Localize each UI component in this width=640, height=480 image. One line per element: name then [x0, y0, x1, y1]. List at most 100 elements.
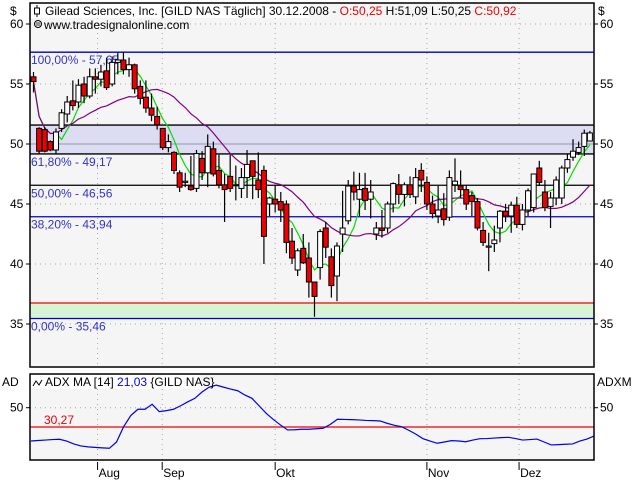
candle-body	[536, 167, 543, 183]
candle	[272, 184, 279, 213]
candle-body	[30, 76, 37, 83]
y-tick-label-right: 60	[600, 17, 614, 31]
candle-body	[142, 96, 149, 109]
candle	[496, 210, 503, 243]
candle	[232, 165, 239, 201]
candle-body	[232, 184, 239, 187]
adx-legend-box	[31, 375, 201, 389]
candle-body	[435, 209, 442, 217]
adx-line	[30, 384, 595, 449]
candle-body	[64, 101, 71, 115]
candle	[41, 127, 48, 153]
candle	[238, 168, 245, 198]
lower-fib-zone	[30, 303, 594, 319]
x-tick-label: Dez	[520, 466, 541, 480]
candle	[564, 153, 571, 173]
candle-body	[41, 129, 48, 152]
candle-body	[519, 209, 526, 225]
chart-title: Gilead Sciences, Inc. [GILD NAS Täglich]…	[45, 4, 517, 18]
candle	[485, 232, 492, 272]
candle	[193, 150, 200, 192]
candle	[541, 180, 548, 212]
candle-body	[440, 208, 447, 221]
candle-body	[362, 187, 369, 201]
y-tick-label-right: 45	[600, 197, 614, 211]
candlestick-icon	[34, 5, 40, 17]
candle-body	[423, 181, 430, 205]
candle	[586, 130, 593, 142]
candle	[249, 160, 256, 200]
candle-body	[373, 227, 380, 235]
fib-level-label: 38,20% - 43,94	[31, 218, 113, 232]
candle-body	[390, 183, 397, 205]
candle	[204, 134, 211, 188]
price-panel-border	[29, 2, 595, 368]
candle-body	[52, 131, 59, 151]
candle-body	[165, 141, 172, 149]
candle	[446, 170, 453, 221]
candle	[305, 242, 312, 298]
candle-body	[485, 245, 492, 248]
candle	[491, 225, 498, 252]
website-link[interactable]: www.tradesignalonline.com	[43, 18, 189, 32]
candle	[114, 52, 121, 75]
candle-body	[36, 127, 43, 152]
candle	[581, 129, 588, 156]
candle-body	[328, 256, 335, 287]
candle-body	[525, 190, 532, 211]
high-value: H:51,09	[386, 4, 428, 18]
candle	[58, 109, 65, 132]
fib-level-label: 61,80% - 49,17	[31, 155, 113, 169]
candle	[513, 196, 520, 228]
candle	[463, 184, 470, 210]
candle	[81, 76, 88, 104]
candle-body	[193, 153, 200, 189]
candle	[530, 173, 537, 213]
candle-body	[558, 167, 565, 199]
candle-body	[395, 184, 402, 195]
candle	[457, 170, 464, 198]
candle	[350, 171, 357, 201]
title-text: Gilead Sciences, Inc. [GILD NAS Täglich]…	[45, 4, 336, 18]
candle	[227, 154, 234, 192]
candle-body	[418, 169, 425, 181]
candle-body	[345, 185, 352, 222]
y-tick-label-right: 55	[600, 77, 614, 91]
candle	[142, 80, 149, 113]
candle	[322, 222, 329, 258]
line-indicator-icon	[32, 379, 43, 387]
candle-body	[92, 76, 99, 80]
candle-body	[277, 201, 284, 211]
candle	[435, 186, 442, 224]
candle-body	[97, 71, 104, 80]
candle-body	[502, 210, 509, 217]
candle-body	[154, 115, 161, 126]
candle	[294, 248, 301, 276]
candle-body	[221, 184, 228, 191]
candle-body	[238, 177, 245, 189]
candle	[182, 172, 189, 188]
candle	[215, 154, 222, 189]
candle	[103, 57, 110, 90]
candle	[362, 172, 369, 210]
candle-body	[463, 189, 470, 205]
candle	[508, 201, 515, 233]
adx-symbol: {GILD NAS}	[150, 375, 214, 389]
candle	[260, 165, 267, 264]
candle-body	[513, 204, 520, 225]
candle	[187, 156, 194, 191]
candle	[474, 198, 481, 231]
candle	[244, 150, 251, 198]
candle	[300, 234, 307, 264]
candle-body	[227, 175, 234, 189]
adx-name: ADX MA [14]	[45, 375, 114, 389]
candle	[283, 200, 290, 254]
candle-body	[120, 59, 127, 71]
candle	[452, 158, 458, 192]
candle	[429, 195, 436, 219]
y-tick-label-left: 60	[10, 17, 24, 31]
candle	[47, 140, 54, 152]
candle-body	[103, 70, 110, 89]
candle	[69, 80, 76, 111]
candle-body	[266, 197, 273, 205]
